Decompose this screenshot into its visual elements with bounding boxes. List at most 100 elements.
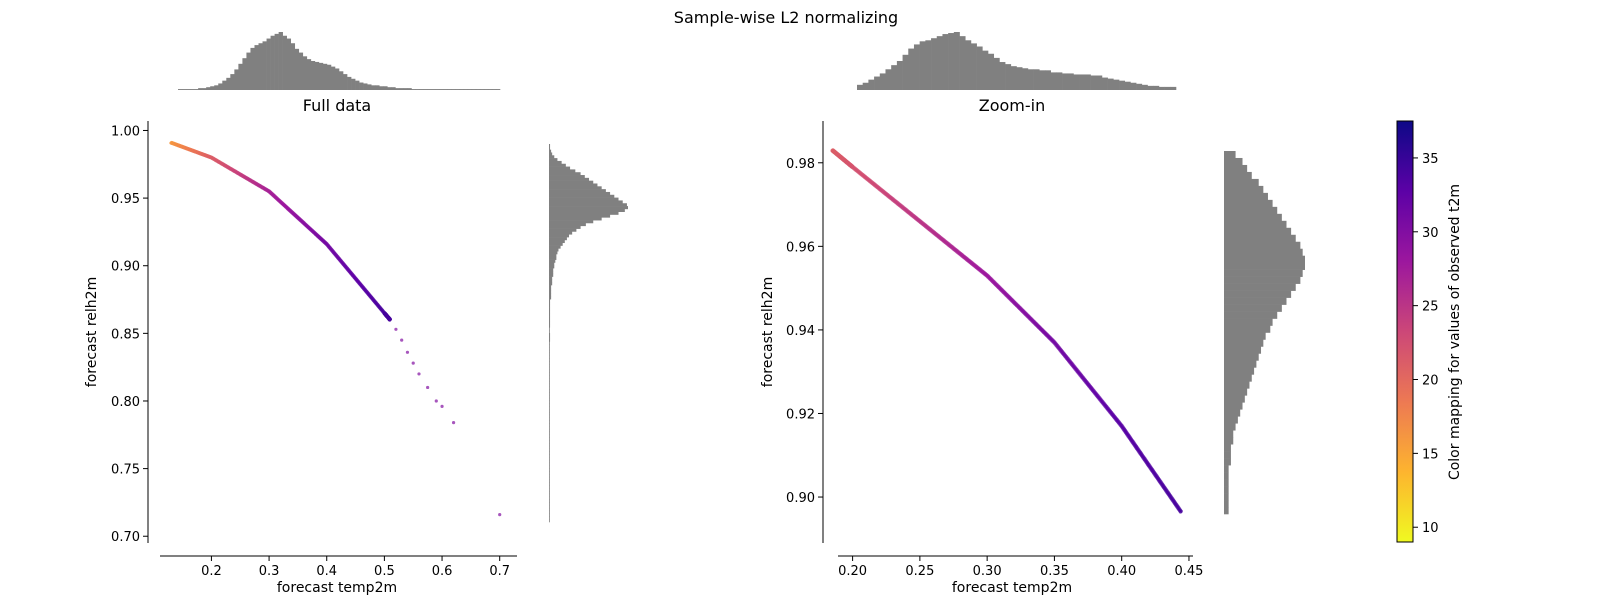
figure-title: Sample-wise L2 normalizing: [674, 8, 898, 27]
y-tick-label: 0.95: [111, 192, 140, 207]
x-hist-bar: [363, 83, 368, 90]
x-hist-bar: [970, 43, 977, 90]
y-hist-bar: [549, 318, 551, 323]
y-hist-bar: [549, 206, 628, 210]
y-hist-bar: [549, 287, 552, 291]
x-tick-label: 0.6: [432, 564, 453, 579]
y-hist-bar: [549, 358, 550, 362]
y-hist-bar: [549, 409, 550, 413]
x-hist-bar: [427, 89, 432, 90]
x-hist-bar: [1044, 70, 1051, 90]
y-hist-bar: [549, 155, 555, 159]
x-hist-bar: [306, 59, 312, 90]
y-hist-bar: [549, 152, 553, 156]
y-hist-bar: [1224, 164, 1248, 173]
y-hist-bar: [549, 468, 550, 472]
x-hist-bar: [190, 89, 195, 90]
colorbar-bar: [1396, 120, 1414, 543]
scatter-point: [434, 399, 438, 403]
x-hist-bar: [419, 89, 424, 90]
x-hist-bar: [270, 35, 275, 90]
y-hist-bar: [549, 369, 550, 373]
y-tick-label: 0.92: [786, 407, 815, 422]
x-hist-bar: [1022, 68, 1029, 90]
x-hist-bar: [891, 65, 898, 90]
x-hist-bar: [1147, 85, 1154, 90]
y-hist-bar: [1224, 171, 1252, 180]
y-hist-bar: [549, 488, 550, 492]
y-hist-bar: [549, 276, 553, 280]
y-hist-bar: [549, 313, 551, 317]
y-tick-label: 0.94: [786, 324, 815, 339]
x-hist-bar: [310, 61, 316, 90]
y-hist-bar: [1224, 395, 1245, 403]
panel-zoom-in: Zoom-in 0.20 0.25 0.30 0.35 0.40 0.45 0.90 0.92…: [760, 32, 1305, 596]
y-hist-bar: [549, 268, 554, 272]
axes: 0.2 0.3 0.4 0.5 0.6 0.7 0.70 0.75 0.80 0.85 0.90 0.…: [111, 121, 517, 579]
y-hist-bar: [1224, 374, 1252, 382]
y-hist-bar: [1224, 444, 1231, 452]
y-tick-label: 0.70: [111, 530, 140, 545]
x-hist-bar: [198, 88, 203, 90]
y-hist-bar: [549, 431, 550, 435]
y-hist-bar: [1224, 479, 1229, 487]
y-hist-bar: [549, 445, 550, 449]
y-hist-bar: [549, 485, 550, 489]
y-hist-bar: [1224, 451, 1231, 459]
x-hist-bar: [1141, 84, 1148, 90]
y-marginal-histogram: [549, 144, 628, 523]
colorbar: 10 15 20 25 30 35 Color mapping for values of…: [1396, 120, 1463, 543]
y-hist-bar: [1224, 486, 1229, 494]
x-hist-bar: [379, 86, 384, 90]
x-hist-bar: [298, 52, 304, 90]
x-hist-bar: [1079, 74, 1086, 90]
y-hist-bar: [549, 265, 555, 269]
y-hist-bar: [549, 197, 619, 201]
x-hist-bar: [1005, 64, 1012, 90]
y-hist-bar: [1224, 409, 1241, 417]
x-hist-bar: [234, 69, 239, 90]
y-hist-bar: [549, 474, 550, 478]
y-hist-bar: [549, 242, 563, 246]
x-hist-bar: [999, 62, 1006, 90]
x-hist-bar: [178, 89, 183, 90]
x-hist-bar: [286, 38, 292, 90]
x-hist-bar: [1027, 69, 1034, 90]
x-tick-label: 0.3: [259, 564, 280, 579]
y-hist-bar: [1224, 493, 1229, 501]
y-hist-bar: [1224, 255, 1305, 263]
y-hist-bar: [1224, 416, 1238, 424]
x-hist-bar: [965, 40, 972, 90]
y-hist-bar: [549, 364, 550, 368]
y-hist-bar: [549, 355, 550, 359]
colorbar-tick-label: 20: [1422, 374, 1439, 389]
x-hist-bar: [375, 85, 380, 90]
x-tick-label: 0.2: [201, 564, 222, 579]
y-hist-bar: [549, 482, 550, 486]
x-hist-bar: [479, 89, 485, 90]
y-hist-bar: [1224, 241, 1301, 250]
y-axis-label: forecast relh2m: [84, 277, 100, 387]
x-hist-bar: [443, 89, 448, 90]
x-tick-label: 0.30: [973, 564, 1002, 579]
x-hist-bar: [218, 83, 223, 90]
y-hist-bar: [549, 380, 550, 385]
y-hist-bar: [1224, 465, 1229, 473]
y-tick-label: 1.00: [111, 124, 140, 139]
scatter-point: [411, 361, 415, 365]
y-hist-bar: [1224, 360, 1257, 368]
y-hist-bar: [549, 301, 551, 306]
y-hist-bar: [549, 352, 550, 356]
y-hist-bar: [1224, 262, 1305, 270]
y-hist-bar: [549, 406, 550, 410]
x-hist-bar: [383, 86, 388, 90]
y-hist-bar: [549, 505, 550, 509]
y-hist-bar: [549, 262, 555, 266]
y-hist-bar: [549, 513, 550, 517]
colorbar-ticks: 10 15 20 25 30 35: [1413, 152, 1439, 536]
y-hist-bar: [549, 454, 550, 458]
y-hist-bar: [549, 237, 567, 241]
x-hist-bar: [347, 76, 352, 90]
x-hist-bar: [367, 84, 372, 90]
y-hist-bar: [549, 256, 557, 260]
